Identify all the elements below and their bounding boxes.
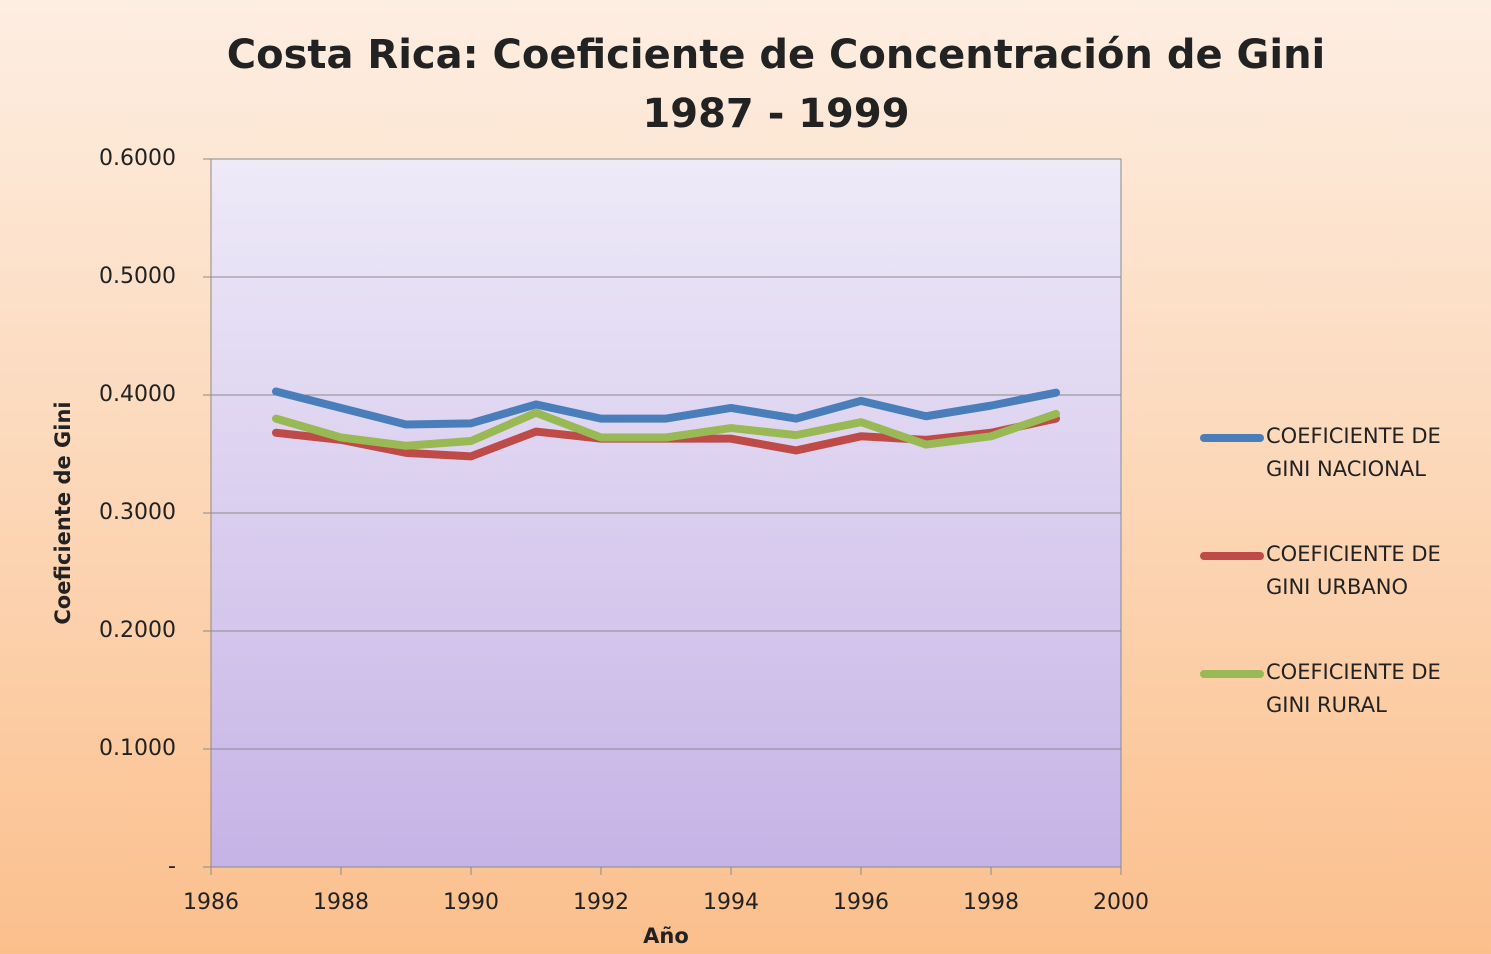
- x-tick-label: 1996: [833, 890, 889, 915]
- series-line: [272, 408, 1060, 450]
- x-tick-label: 1998: [963, 890, 1019, 915]
- legend-item: COEFICIENTE DE GINI NACIONAL: [1200, 420, 1490, 500]
- y-tick-label: -: [168, 854, 176, 879]
- y-axis-label: Coeficiente de Gini: [51, 401, 75, 624]
- legend-swatch: [1200, 670, 1264, 678]
- x-tick-label: 1994: [703, 890, 759, 915]
- x-axis-label: Año: [643, 924, 689, 948]
- y-tick-label: 0.1000: [99, 736, 176, 761]
- legend-label: COEFICIENTE DE GINI URBANO: [1266, 542, 1441, 599]
- x-tick-label: 1992: [573, 890, 629, 915]
- chart-subtitle: 1987 - 1999: [642, 91, 909, 137]
- y-tick-label: 0.3000: [99, 500, 176, 525]
- legend-item: COEFICIENTE DE GINI URBANO: [1200, 538, 1490, 618]
- chart-title: Costa Rica: Coeficiente de Concentración…: [227, 32, 1326, 78]
- legend-label: COEFICIENTE DE GINI RURAL: [1266, 660, 1441, 717]
- x-tick-label: 1990: [443, 890, 499, 915]
- y-tick-label: 0.6000: [99, 146, 176, 171]
- y-tick-label: 0.5000: [99, 264, 176, 289]
- y-tick-label: 0.4000: [99, 382, 176, 407]
- legend-swatch: [1200, 552, 1264, 560]
- y-tick-label: 0.2000: [99, 618, 176, 643]
- legend-label: COEFICIENTE DE GINI NACIONAL: [1266, 424, 1441, 481]
- series-line: [272, 387, 1060, 429]
- legend-item: COEFICIENTE DE GINI RURAL: [1200, 656, 1490, 736]
- x-tick-label: 1988: [313, 890, 369, 915]
- legend-swatch: [1200, 434, 1264, 442]
- x-tick-label: 2000: [1093, 890, 1149, 915]
- x-tick-label: 1986: [183, 890, 239, 915]
